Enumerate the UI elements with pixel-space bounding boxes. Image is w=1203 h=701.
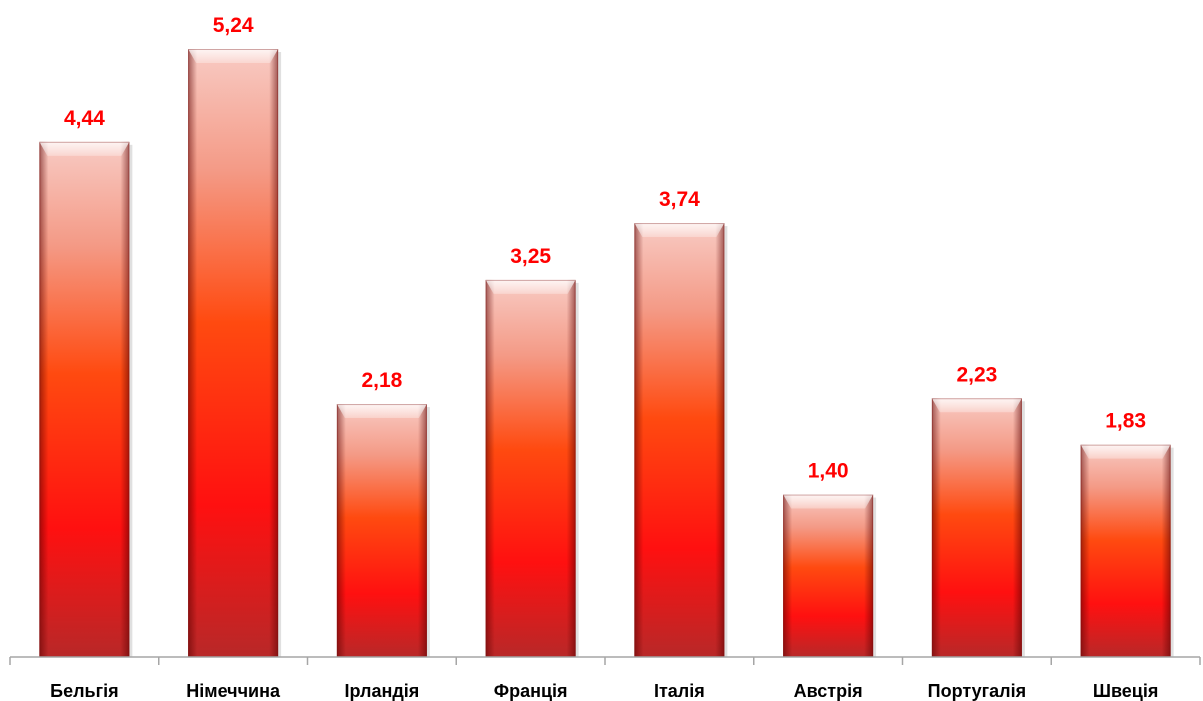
value-labels-group: 4,44 5,24 2,18 3,25 3,74 1,40 2,23 1,83: [64, 14, 1146, 483]
category-label: Франція: [494, 681, 568, 701]
x-axis-ticks: [9, 657, 1201, 665]
category-label: Італія: [654, 681, 705, 701]
category-label: Бельгія: [50, 681, 118, 701]
bar-value-label: 3,25: [510, 245, 551, 268]
bar-side-shade: [336, 404, 427, 657]
category-label: Ірландія: [344, 681, 419, 701]
bar-value-label: 5,24: [213, 14, 254, 37]
bar-8: [1080, 444, 1174, 657]
bar-7: [931, 398, 1025, 657]
bar-value-label: 4,44: [64, 107, 105, 130]
category-label: Австрія: [794, 681, 863, 701]
bar-top-bevel: [634, 223, 725, 238]
category-labels-group: Бельгія Німеччина Ірландія Франція Італія Авс…: [50, 681, 1158, 701]
bar-1: [39, 141, 133, 658]
bar-top-bevel: [931, 398, 1022, 413]
bar-top-bevel: [188, 49, 279, 63]
bar-value-label: 2,23: [956, 363, 997, 386]
bar-3: [336, 404, 430, 657]
bars-group: [39, 49, 1174, 658]
bar-top-bevel: [336, 404, 427, 419]
bar-2: [188, 49, 282, 657]
bar-top-bevel: [783, 494, 874, 509]
category-label: Швеція: [1093, 681, 1159, 701]
bar-value-label: 2,18: [361, 369, 402, 392]
bar-top-bevel: [39, 141, 130, 156]
bar-4: [485, 279, 579, 657]
bar-5: [634, 223, 728, 657]
bar-top-bevel: [1080, 444, 1171, 459]
bar-side-shade: [188, 49, 279, 657]
bar-side-shade: [634, 223, 725, 657]
bar-value-label: 1,83: [1105, 410, 1146, 433]
bar-top-bevel: [485, 279, 576, 294]
bar-6: [783, 494, 877, 657]
bar-side-shade: [1080, 444, 1171, 657]
bar-side-shade: [39, 141, 130, 657]
bar-side-shade: [485, 279, 576, 657]
bar-side-shade: [931, 398, 1022, 657]
bar-value-label: 1,40: [808, 460, 849, 483]
bar-value-label: 3,74: [659, 188, 700, 211]
bar-side-shade: [783, 494, 874, 657]
category-label: Португалія: [928, 681, 1026, 701]
category-label: Німеччина: [186, 681, 281, 701]
